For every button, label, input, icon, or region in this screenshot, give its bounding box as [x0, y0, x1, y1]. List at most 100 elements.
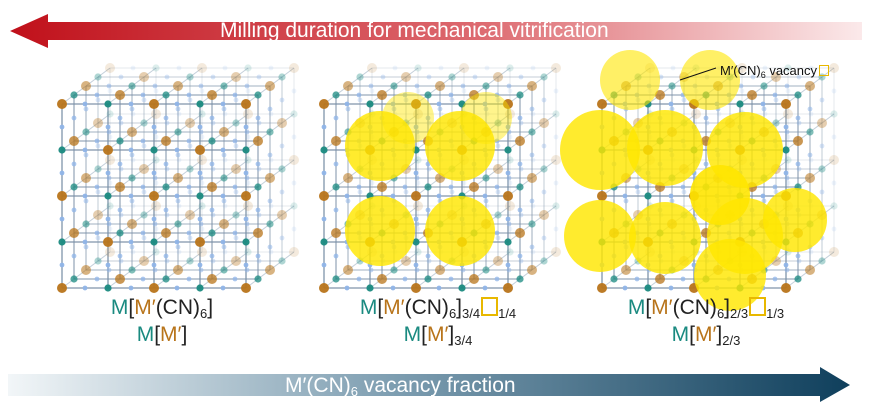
cn-atom — [494, 184, 500, 190]
cn-atom — [762, 111, 768, 117]
cn-atom — [761, 198, 767, 204]
m-prime-atom — [817, 118, 827, 128]
m-atom — [332, 275, 340, 283]
m-prime-atom — [597, 191, 607, 201]
cn-atom — [176, 65, 182, 71]
cn-atom — [152, 175, 158, 181]
cn-atom — [175, 198, 181, 204]
cn-atom — [106, 83, 112, 89]
cn-atom — [529, 198, 535, 204]
m-prime-atom — [139, 256, 149, 266]
vacancy-sphere — [425, 111, 495, 181]
cn-atom — [681, 97, 687, 103]
cn-atom — [494, 230, 500, 236]
m-prime-atom — [413, 109, 423, 119]
cn-atom — [210, 120, 216, 126]
cn-atom — [95, 189, 101, 195]
cn-atom — [808, 157, 814, 163]
m-prime-atom — [185, 118, 195, 128]
m-atom — [458, 284, 466, 292]
cn-atom — [668, 101, 674, 107]
m-prime-atom — [493, 256, 503, 266]
m-atom — [830, 202, 838, 210]
cn-atom — [187, 189, 193, 195]
cn-atom — [141, 235, 147, 241]
m-prime-atom — [127, 219, 137, 229]
m-atom — [414, 156, 422, 164]
m-atom — [332, 91, 340, 99]
cn-atom — [153, 180, 159, 186]
cn-atom — [209, 115, 215, 121]
cn-atom — [152, 129, 158, 135]
m-atom — [390, 82, 398, 90]
cn-atom — [785, 180, 791, 186]
cn-atom — [703, 161, 709, 167]
m-prime-atom — [243, 109, 253, 119]
cn-atom — [232, 184, 238, 190]
m-prime-atom — [503, 99, 513, 109]
cn-atom — [82, 101, 88, 107]
lattice-third-vacancy — [560, 50, 839, 311]
m-atom — [458, 100, 466, 108]
m-atom — [412, 238, 420, 246]
m-prime-atom — [197, 63, 207, 73]
cn-atom — [83, 198, 89, 204]
m-atom — [424, 183, 432, 191]
m-prime-atom — [411, 99, 421, 109]
cn-atom — [129, 198, 135, 204]
m-atom — [806, 128, 814, 136]
cn-atom — [448, 276, 454, 282]
m-atom — [244, 64, 252, 72]
m-atom — [332, 183, 340, 191]
m-prime-atom — [289, 155, 299, 165]
cn-atom — [796, 120, 802, 126]
vacancy-sphere — [382, 92, 434, 144]
cn-atom — [151, 216, 157, 222]
m-atom — [208, 229, 216, 237]
cn-atom — [59, 262, 65, 268]
cn-atom — [438, 111, 444, 117]
m-prime-atom — [493, 72, 503, 82]
cn-atom — [233, 235, 239, 241]
cn-atom — [415, 88, 421, 94]
m-prime-atom — [829, 247, 839, 257]
cn-atom — [784, 83, 790, 89]
m-prime-atom — [81, 81, 91, 91]
formula-line1-quarter: M[M′(CN)6]3/4 1/4 — [359, 296, 517, 321]
m-prime-atom — [197, 247, 207, 257]
cn-atom — [414, 175, 420, 181]
cn-atom — [518, 74, 524, 80]
cn-atom — [403, 97, 409, 103]
cn-atom — [209, 161, 215, 167]
cn-atom — [321, 216, 327, 222]
cn-atom — [345, 198, 351, 204]
cn-atom — [622, 193, 628, 199]
m-prime-atom — [331, 136, 341, 146]
cn-atom — [402, 276, 408, 282]
cn-atom — [518, 166, 524, 172]
cn-atom — [221, 244, 227, 250]
cn-atom — [739, 88, 745, 94]
m-atom — [244, 248, 252, 256]
m-prime-atom — [343, 81, 353, 91]
cn-atom — [83, 152, 89, 158]
vacancy-square-icon — [481, 297, 499, 316]
m-prime-atom — [161, 136, 171, 146]
cn-atom — [221, 198, 227, 204]
cn-atom — [210, 166, 216, 172]
m-atom — [482, 266, 490, 274]
cn-atom — [333, 207, 339, 213]
m-atom — [196, 192, 204, 200]
m-prime-atom — [69, 136, 79, 146]
m-prime-atom — [115, 274, 125, 284]
cn-atom — [187, 97, 193, 103]
cn-atom — [245, 134, 251, 140]
cn-atom — [153, 226, 159, 232]
cn-atom — [391, 106, 397, 112]
m-prime-atom — [231, 164, 241, 174]
m-prime-atom — [781, 283, 791, 293]
vacancy-sphere — [690, 165, 750, 225]
cn-atom — [118, 212, 124, 218]
cn-atom — [140, 92, 146, 98]
cn-atom — [118, 258, 124, 264]
